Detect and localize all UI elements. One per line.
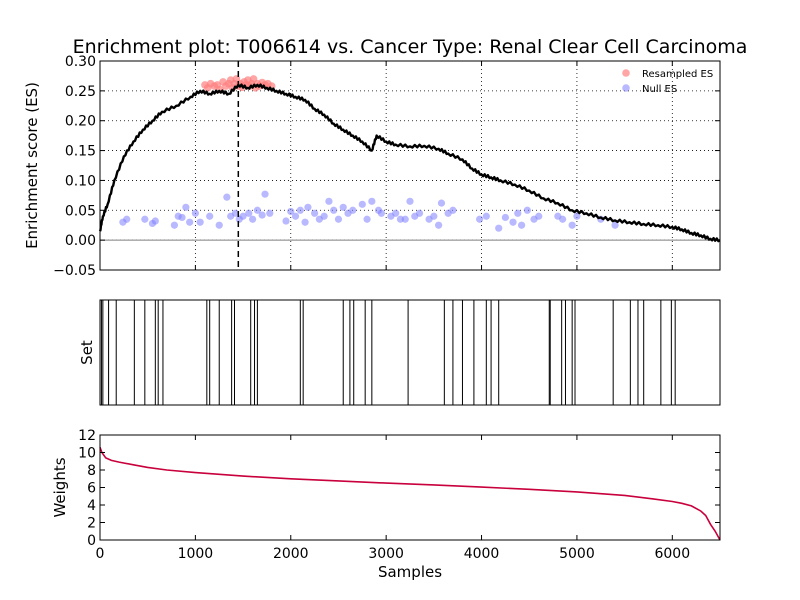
null-es-point xyxy=(258,211,266,219)
es-ytick-label: −0.05 xyxy=(53,263,96,279)
null-es-point xyxy=(358,200,366,208)
null-es-point xyxy=(349,206,357,214)
set-panel: Set xyxy=(78,299,721,406)
null-es-point xyxy=(170,221,178,229)
null-es-point xyxy=(178,213,186,222)
null-es-point xyxy=(206,212,214,220)
null-es-point xyxy=(330,206,338,214)
null-es-point xyxy=(523,206,531,214)
es-axes-frame xyxy=(99,60,721,271)
set-ylabel: Set xyxy=(78,340,96,365)
null-es-point xyxy=(377,209,385,217)
null-es-point xyxy=(249,215,257,223)
null-es-point xyxy=(291,212,300,220)
null-es-point xyxy=(482,212,490,220)
null-es-point xyxy=(568,221,576,229)
w-xtick-label: 6000 xyxy=(654,546,690,562)
null-es-point xyxy=(368,197,376,205)
null-es-point xyxy=(282,217,290,225)
w-ytick-label: 12 xyxy=(78,428,96,444)
null-es-point xyxy=(437,199,446,207)
null-es-point xyxy=(266,209,274,217)
null-es-point xyxy=(182,203,190,211)
es-ylabel: Enrichment score (ES) xyxy=(23,82,41,249)
w-xtick-label: 3000 xyxy=(368,546,404,562)
chart-title: Enrichment plot: T006614 vs. Cancer Type… xyxy=(73,36,748,58)
es-ytick-label: 0.30 xyxy=(65,54,96,70)
null-es-point xyxy=(334,215,343,223)
null-es-point xyxy=(573,212,581,220)
es-ytick-label: 0.00 xyxy=(65,233,96,249)
legend-null-marker xyxy=(622,84,630,92)
null-es-point xyxy=(449,206,457,214)
weights-axes-frame xyxy=(99,434,721,541)
null-es-point xyxy=(223,193,231,201)
null-es-point xyxy=(123,215,131,223)
null-es-point xyxy=(151,217,159,225)
w-xtick-label: 0 xyxy=(96,546,105,562)
w-xtick-label: 5000 xyxy=(559,546,595,562)
null-es-point xyxy=(231,209,240,217)
es-ytick-label: 0.20 xyxy=(65,114,96,130)
es-ytick-label: 0.10 xyxy=(65,173,96,189)
es-ytick-label: 0.25 xyxy=(65,84,96,100)
w-xtick-label: 1000 xyxy=(178,546,214,562)
null-es-point xyxy=(509,218,517,226)
null-es-point xyxy=(559,215,567,223)
w-xtick-label: 2000 xyxy=(273,546,309,562)
null-es-point xyxy=(476,215,484,223)
null-es-point xyxy=(401,215,409,223)
null-es-point xyxy=(363,215,371,223)
null-es-point xyxy=(325,197,333,205)
weights-panel: 02 46 810 12 0 1000 2000 3000 4000 5000 6000 Weight… xyxy=(51,428,721,581)
weights-xlabel: Samples xyxy=(378,563,442,581)
legend: Resampled ES Null ES xyxy=(622,69,713,95)
null-es-point xyxy=(501,213,509,222)
null-es-point xyxy=(430,212,438,220)
null-es-point xyxy=(611,221,619,229)
null-es-point xyxy=(320,212,328,220)
running-es-line xyxy=(98,83,721,243)
w-ytick-label: 6 xyxy=(87,481,96,497)
w-xtick-label: 4000 xyxy=(464,546,500,562)
null-es-point xyxy=(339,203,347,211)
enrichment-panel: −0.05 0.00 0.05 0.10 0.15 0.20 0.25 0.30 Enrichm… xyxy=(23,54,721,279)
es-ytick-label: 0.05 xyxy=(65,203,96,219)
null-es-point xyxy=(215,221,223,229)
legend-null-label: Null ES xyxy=(642,84,677,95)
w-ytick-label: 10 xyxy=(78,446,96,462)
null-es-point xyxy=(301,218,309,226)
null-es-point xyxy=(261,190,269,198)
null-es-point xyxy=(245,209,253,217)
set-axes-frame xyxy=(99,299,721,406)
legend-resampled-label: Resampled ES xyxy=(642,69,713,80)
w-ytick-label: 2 xyxy=(87,516,96,532)
es-ytick-label: 0.15 xyxy=(65,144,96,160)
null-es-point xyxy=(514,209,522,217)
null-es-point xyxy=(311,209,319,217)
null-es-point xyxy=(392,209,400,217)
null-es-point xyxy=(191,209,199,217)
weights-line xyxy=(99,447,721,541)
null-es-point xyxy=(415,209,424,217)
null-es-point xyxy=(518,221,526,229)
null-es-point xyxy=(186,218,194,226)
null-es-point xyxy=(296,206,304,214)
w-ytick-label: 4 xyxy=(87,498,96,514)
null-es-point xyxy=(495,224,503,232)
w-ytick-label: 8 xyxy=(87,463,96,479)
null-es-point xyxy=(535,212,543,220)
weights-ylabel: Weights xyxy=(51,457,69,517)
legend-resampled-marker xyxy=(622,69,630,77)
null-es-point xyxy=(406,197,414,205)
null-es-point xyxy=(435,221,443,229)
null-es-point xyxy=(253,206,261,214)
null-es-point xyxy=(287,207,295,216)
null-es-point xyxy=(141,215,149,223)
null-es-point xyxy=(239,212,247,220)
null-es-point xyxy=(196,218,204,226)
null-es-point xyxy=(304,203,312,211)
w-ytick-label: 0 xyxy=(87,533,96,549)
